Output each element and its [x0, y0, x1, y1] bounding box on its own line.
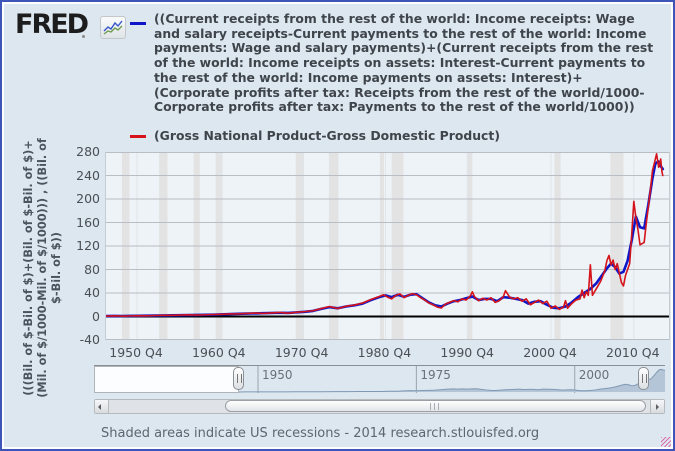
y-tick-label: 240: [76, 167, 100, 183]
horizontal-scrollbar[interactable]: [94, 399, 665, 414]
sparkline-chart-icon: [100, 16, 126, 39]
y-tick-label: 280: [76, 144, 100, 159]
x-tick-label: 1970 Q4: [274, 345, 329, 360]
y-tick-label: 120: [76, 238, 100, 253]
plot-area[interactable]: [105, 152, 670, 340]
legend-line: (Gross National Product-Gross Domestic P…: [154, 128, 500, 143]
legend-swatch-series1: [130, 22, 146, 25]
range-selector-left-handle[interactable]: [233, 367, 244, 390]
resize-grip-icon[interactable]: [661, 437, 671, 447]
legend-series1-label: ((Current receipts from the rest of the …: [154, 11, 654, 115]
range-selector-unselected-region[interactable]: [94, 366, 239, 393]
footer-note: Shaded areas indicate US recessions - 20…: [101, 426, 540, 441]
legend-line: of the world: Income receipts on assets:…: [154, 55, 646, 71]
y-tick-label: -40: [79, 332, 100, 347]
right-arrow-icon: [656, 403, 659, 410]
legend-line: ((Current receipts from the rest of the …: [154, 11, 635, 26]
legend-line: (Corporate profits after tax: Receipts f…: [154, 84, 645, 100]
date-range-selector[interactable]: 1950 1975 2000: [94, 365, 666, 395]
left-arrow-icon: [98, 403, 101, 410]
y-tick-label: 80: [84, 261, 100, 277]
fred-logo-link[interactable]: FRED: [15, 9, 126, 41]
legend-line: and salary receipts-Current payments to …: [154, 25, 647, 41]
scrollbar-grip-icon: [429, 403, 441, 410]
legend-line: the rest of the world: Income payments o…: [154, 69, 583, 85]
registered-mark-dot: [82, 35, 85, 38]
fred-logo-text: FRED: [15, 9, 89, 40]
range-selector-right-handle[interactable]: [638, 367, 649, 390]
x-tick-label: 1990 Q4: [440, 345, 494, 360]
legend-line: payments: Wage and salary payments)+(Cur…: [154, 40, 654, 56]
range-selector-mini-chart[interactable]: [238, 366, 666, 393]
series-line-red: [106, 152, 664, 318]
mini-year-label: 2000: [578, 368, 610, 382]
mini-area-outline: [238, 368, 666, 393]
mini-area: [239, 369, 665, 392]
y-tick-label: 0: [92, 308, 100, 324]
x-tick-label: 2010 Q4: [606, 345, 660, 360]
scrollbar-right-arrow-button[interactable]: [650, 400, 664, 413]
x-tick-label: 1980 Q4: [357, 345, 412, 360]
x-tick-label: 2000 Q4: [523, 345, 577, 360]
y-tick-label: 200: [76, 191, 100, 206]
legend-swatch-series2: [130, 135, 146, 138]
y-axis-units-label: (((Bil. of $-Bil. of $)+(Bil. of $-Bil. …: [22, 138, 63, 398]
scrollbar-left-arrow-button[interactable]: [95, 400, 109, 413]
y-tick-label: 40: [84, 285, 100, 300]
legend-line: Corporate profits after tax: Payments to…: [154, 99, 635, 115]
x-tick-label: 1960 Q4: [192, 345, 246, 360]
mini-year-label: 1975: [420, 368, 451, 382]
mini-year-label: 1950: [262, 368, 293, 382]
y-tick-label: 160: [76, 214, 100, 230]
legend-series2-label: (Gross National Product-Gross Domestic P…: [154, 128, 500, 144]
chart-canvas[interactable]: [106, 152, 669, 340]
x-tick-label: 1950 Q4: [109, 345, 163, 360]
scrollbar-thumb[interactable]: [225, 400, 646, 412]
